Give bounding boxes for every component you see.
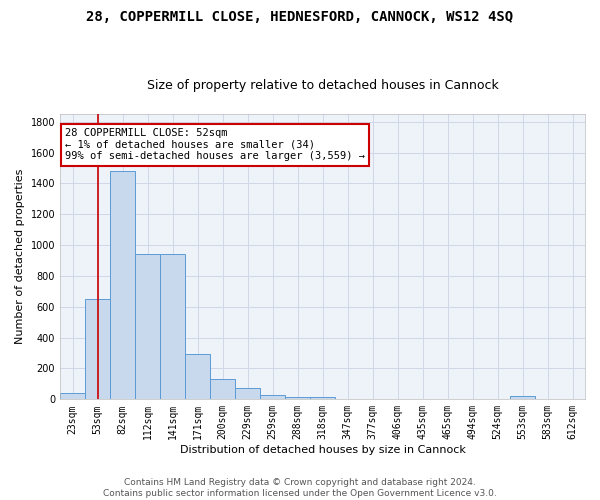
Bar [60, 393, 85, 400]
Bar [210, 380, 235, 400]
Bar [85, 299, 110, 400]
Bar [310, 397, 335, 400]
Bar [510, 396, 535, 400]
Text: Contains HM Land Registry data © Crown copyright and database right 2024.
Contai: Contains HM Land Registry data © Crown c… [103, 478, 497, 498]
Y-axis label: Number of detached properties: Number of detached properties [15, 169, 25, 344]
Text: 28 COPPERMILL CLOSE: 52sqm
← 1% of detached houses are smaller (34)
99% of semi-: 28 COPPERMILL CLOSE: 52sqm ← 1% of detac… [65, 128, 365, 162]
Text: 28, COPPERMILL CLOSE, HEDNESFORD, CANNOCK, WS12 4SQ: 28, COPPERMILL CLOSE, HEDNESFORD, CANNOC… [86, 10, 514, 24]
Bar [260, 396, 285, 400]
Bar [185, 354, 210, 400]
Bar [285, 397, 310, 400]
Bar [160, 254, 185, 400]
Bar [235, 388, 260, 400]
Bar [110, 171, 135, 400]
Title: Size of property relative to detached houses in Cannock: Size of property relative to detached ho… [146, 79, 499, 92]
X-axis label: Distribution of detached houses by size in Cannock: Distribution of detached houses by size … [179, 445, 466, 455]
Bar [135, 254, 160, 400]
